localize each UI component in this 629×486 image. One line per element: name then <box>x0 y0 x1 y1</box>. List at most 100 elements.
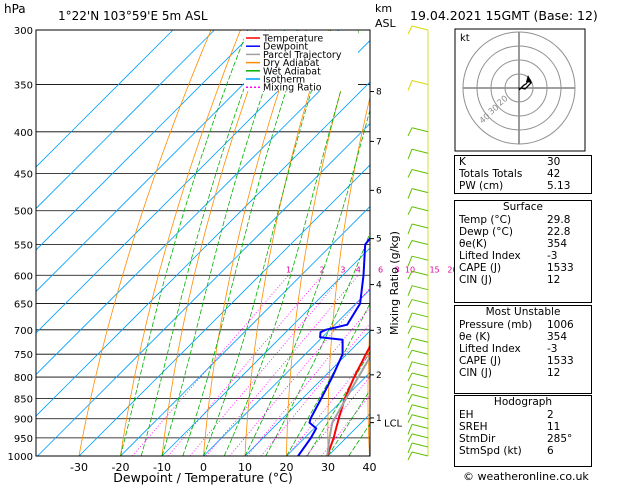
plot-frame <box>35 29 371 457</box>
most-unstable-panel: Most Unstable Pressure (mb) 1006 θe (K) 354… <box>454 305 592 394</box>
surface-panel: Surface Temp (°C) 29.8 Dewp (°C) 22.8 θe(K) 3… <box>454 200 592 303</box>
wind-barb <box>411 270 429 276</box>
most-unstable-value: 354 <box>547 331 568 343</box>
date-title: 19.04.2021 15GMT (Base: 12) <box>410 8 598 23</box>
hodograph-stat-row: StmSpd (kt) 6 <box>455 445 591 457</box>
isotherm-line <box>37 122 370 456</box>
hodograph-ring <box>476 45 562 131</box>
mixing-ratio-label: 6 <box>378 265 383 274</box>
mixing-ratio-label: 15 <box>429 265 439 274</box>
index-value: 42 <box>547 168 561 180</box>
pressure-tick-label: 800 <box>14 373 33 384</box>
temperature-tick-label: 10 <box>238 461 252 474</box>
wind-barb <box>411 25 429 31</box>
wind-barb-flag <box>407 169 413 178</box>
km-tick-label: 4 <box>376 281 382 291</box>
pressure-tick-label: 350 <box>14 81 33 92</box>
wind-barb <box>411 255 429 261</box>
hodograph-ring <box>462 31 576 145</box>
wind-barb-flag <box>407 285 413 296</box>
wet-adiabat-line <box>161 30 286 456</box>
temperature-tick-label: 0 <box>200 461 207 474</box>
temperature-tick-label: 30 <box>321 461 335 474</box>
legend-label: Dry Adiabat <box>263 58 320 69</box>
surface-row: Temp (°C) 29.8 <box>455 214 591 226</box>
most-unstable-label: θe (K) <box>459 331 491 343</box>
isotherm-line <box>36 30 174 168</box>
mixing-ratio-label: 8 <box>394 265 399 274</box>
legend-label: Parcel Trajectory <box>263 50 342 61</box>
surface-label: Dewp (°C) <box>459 226 513 238</box>
pressure-tick-label: 400 <box>14 128 33 139</box>
dry-adiabat-line <box>367 316 370 456</box>
legend-label: Mixing Ratio <box>263 83 322 94</box>
temperature-tick-label: 40 <box>363 461 377 474</box>
wind-barb <box>411 325 429 331</box>
wind-barb <box>411 372 429 378</box>
legend-label: Temperature <box>262 34 323 45</box>
surface-label: CAPE (J) <box>459 262 502 274</box>
most-unstable-row: θe (K) 354 <box>455 331 591 343</box>
isotherm-line <box>161 247 370 456</box>
legend-label: Wet Adiabat <box>263 66 321 77</box>
dry-adiabat-line <box>203 30 300 456</box>
wind-barb-flag <box>407 240 413 249</box>
wind-barb-flag <box>407 325 413 335</box>
wind-barb-flag <box>407 299 413 308</box>
temperature-tick-label: -20 <box>112 461 130 474</box>
asl-label: ASL <box>375 17 397 30</box>
hodograph-stat-value: 285° <box>547 433 573 445</box>
mixing-ratio-labels: 12346810152025 <box>286 265 472 274</box>
surface-label: Temp (°C) <box>459 214 512 226</box>
surface-value: 12 <box>547 274 561 286</box>
wind-barb <box>411 404 429 410</box>
dry-adiabat-line <box>327 95 370 456</box>
dry-adiabat-line <box>618 30 629 456</box>
wind-barb <box>411 80 429 86</box>
isotherm-line <box>36 30 340 334</box>
pressure-tick-label: 650 <box>14 300 33 311</box>
mixing-ratio-line <box>189 275 344 456</box>
most-unstable-row: CAPE (J) 1533 <box>455 355 591 367</box>
wind-barb-flag <box>407 451 413 461</box>
mixing-ratio-line <box>132 275 289 456</box>
pressure-tick-label: 450 <box>14 169 33 180</box>
isotherm-line <box>36 30 298 293</box>
index-row: PW (cm) 5.13 <box>455 180 591 192</box>
index-label: K <box>459 156 466 168</box>
index-value: 5.13 <box>547 180 571 192</box>
wind-barb <box>411 361 429 367</box>
wet-adiabat-line <box>327 389 370 456</box>
surface-label: Lifted Index <box>459 250 521 262</box>
hodograph-stat-label: EH <box>459 409 474 421</box>
wind-barb <box>411 442 429 448</box>
surface-row: Lifted Index -3 <box>455 250 591 262</box>
pressure-tick-label: 700 <box>14 326 33 337</box>
mixing-ratio-label: 2 <box>320 265 325 274</box>
wet-adiabat-line <box>140 30 266 456</box>
hodograph-table-panel: Hodograph EH 2 SREH 11 StmDir 285° StmSpd (kt)… <box>454 395 592 467</box>
wind-barb-flag <box>407 372 413 382</box>
surface-row: θe(K) 354 <box>455 238 591 250</box>
most-unstable-value: -3 <box>547 343 558 355</box>
dry-adiabat-line <box>120 30 241 456</box>
wind-barb-flag <box>407 188 413 199</box>
wind-barb-flag <box>407 361 413 372</box>
x-axis-title: Dewpoint / Temperature (°C) <box>113 470 292 485</box>
pressure-tick-label: 600 <box>14 271 33 282</box>
parcel-trajectory-line <box>326 355 370 456</box>
wind-barb-flag <box>407 442 413 454</box>
pressure-tick-label: 550 <box>14 240 33 251</box>
mixing-ratio-label: 10 <box>405 265 415 274</box>
hodograph-ring <box>504 73 534 103</box>
legend-label: Isotherm <box>263 75 305 86</box>
temperature-tick-label: -30 <box>70 461 88 474</box>
lcl-label: LCL <box>384 419 403 430</box>
wind-barb <box>411 383 429 389</box>
km-tick-label: 2 <box>376 371 382 381</box>
wind-barb-flag <box>407 414 413 423</box>
wet-adiabat-line <box>265 231 370 456</box>
wind-barb <box>411 299 429 305</box>
mixing-ratio-label: 1 <box>286 265 291 274</box>
